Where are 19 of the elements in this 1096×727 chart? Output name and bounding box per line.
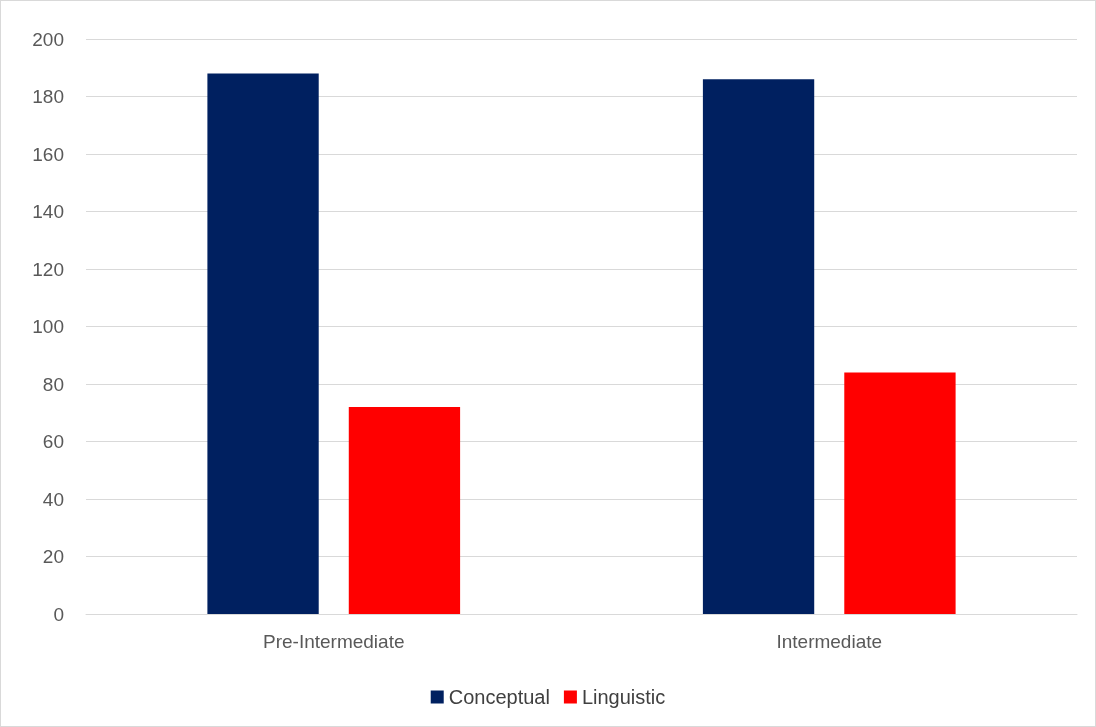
y-tick-label: 140 [32, 201, 64, 222]
y-tick-label: 0 [53, 603, 64, 625]
y-tick-label: 100 [32, 316, 64, 337]
y-tick-label: 160 [32, 143, 64, 165]
bar [844, 372, 956, 614]
y-tick-label: 120 [32, 258, 64, 280]
y-tick-label: 80 [42, 373, 64, 395]
bar [702, 79, 815, 614]
y-tick-label: 20 [42, 546, 64, 567]
bar [348, 407, 461, 614]
y-tick-label: 180 [32, 86, 64, 107]
legend-label: Linguistic [581, 686, 666, 708]
y-tick-label: 200 [32, 28, 64, 50]
x-tick-label: Pre-Intermediate [262, 631, 405, 652]
y-tick-label: 40 [42, 488, 64, 510]
x-tick-label: Intermediate [776, 631, 883, 652]
bar [207, 73, 319, 614]
y-tick-label: 60 [42, 431, 64, 452]
legend-label: Conceptual [448, 686, 550, 708]
